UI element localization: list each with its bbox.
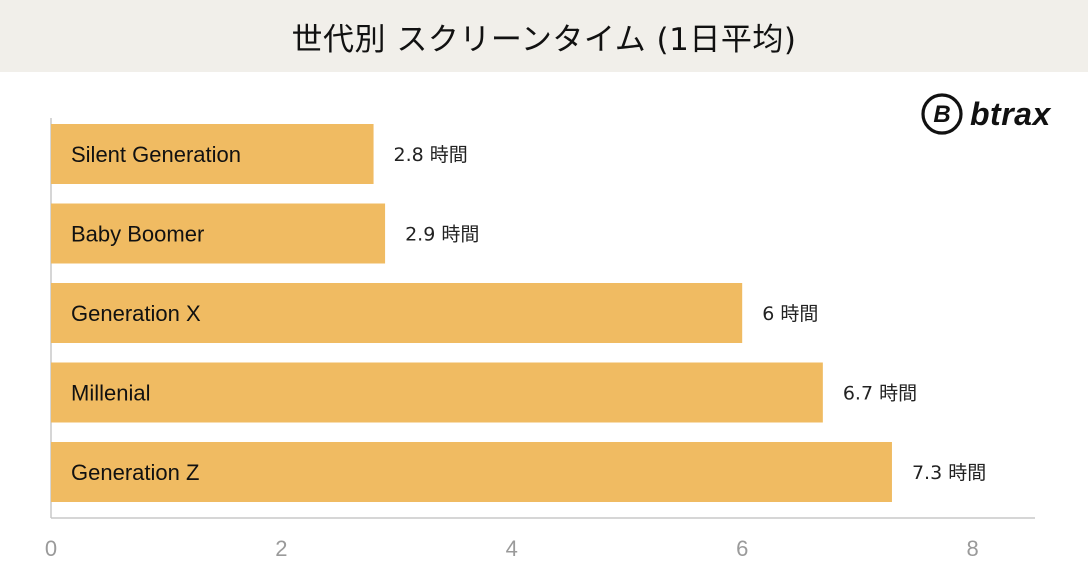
bar-value-label: 6 時間 [762, 303, 818, 325]
x-tick-label: 8 [966, 536, 978, 561]
bar-category-label: Generation Z [71, 460, 199, 485]
btrax-logo: B btrax [920, 92, 1051, 136]
x-tick-label: 0 [45, 536, 57, 561]
bar-category-label: Silent Generation [71, 142, 241, 167]
bar-category-label: Baby Boomer [71, 222, 204, 247]
x-tick-label: 2 [275, 536, 287, 561]
title-banner: 世代別 スクリーンタイム (1日平均) [0, 0, 1088, 72]
bar-value-label: 6.7 時間 [843, 383, 917, 405]
bar [51, 442, 892, 502]
btrax-logo-icon: B [921, 93, 963, 135]
svg-text:B: B [933, 101, 950, 128]
bar [51, 362, 823, 423]
bar-category-label: Millenial [71, 381, 150, 406]
bar-value-label: 2.8 時間 [394, 144, 468, 166]
chart-title: 世代別 スクリーンタイム (1日平均) [291, 21, 797, 58]
bar [51, 283, 743, 343]
bar-value-label: 7.3 時間 [912, 462, 986, 484]
btrax-logo-text: btrax [970, 95, 1051, 132]
bar-value-label: 2.9 時間 [405, 224, 479, 246]
bar [51, 124, 374, 184]
x-tick-label: 6 [736, 536, 748, 561]
x-tick-label: 4 [506, 536, 518, 561]
bar-category-label: Generation X [71, 301, 201, 326]
bar [51, 203, 386, 264]
